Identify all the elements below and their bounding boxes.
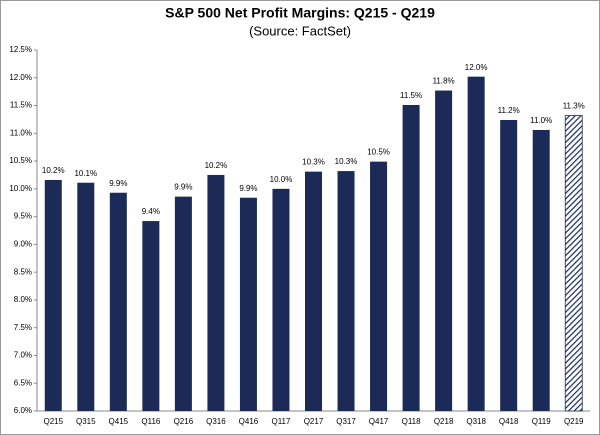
data-label: 11.0% [530,116,552,125]
data-label: 10.2% [42,166,65,175]
x-tick-label: Q119 [532,417,552,426]
y-tick-label: 9.5% [14,212,32,221]
data-label: 11.5% [400,91,422,100]
y-tick-label: 12.5% [9,45,32,54]
data-label: 9.9% [174,183,192,192]
x-tick-label: Q316 [206,417,226,426]
chart-subtitle: (Source: FactSet) [249,23,351,38]
bar [564,115,583,412]
x-tick-label: Q216 [174,417,194,426]
data-label: 10.3% [335,157,358,166]
data-label: 11.3% [563,102,585,111]
bar [467,76,485,412]
x-tick-label: Q317 [336,417,356,426]
y-tick-label: 11.5% [10,101,32,110]
x-tick-label: Q215 [43,417,63,426]
x-tick-label: Q217 [304,417,324,426]
data-label: 10.0% [270,175,293,184]
y-tick-label: 6.5% [14,378,32,387]
x-tick-label: Q117 [271,417,291,426]
chart-title: S&P 500 Net Profit Margins: Q215 - Q219 [165,5,435,21]
y-tick-label: 7.0% [14,351,32,360]
data-label: 10.1% [74,169,97,178]
x-tick-label: Q416 [239,417,259,426]
x-tick-label: Q418 [499,417,519,426]
x-tick-label: Q415 [109,417,129,426]
x-tick-label: Q118 [402,417,422,426]
bar [500,119,518,412]
y-tick-label: 6.0% [14,406,32,415]
x-tick-label: Q219 [564,417,584,426]
data-label: 9.9% [239,184,257,193]
x-tick-label: Q116 [141,417,161,426]
bar [370,161,388,411]
bar [305,171,322,411]
y-tick-label: 8.5% [14,267,32,276]
y-tick-label: 10.5% [9,156,32,165]
data-label: 9.9% [109,179,127,188]
bar [142,221,160,411]
data-label: 10.3% [302,158,325,167]
data-label: 11.8% [433,77,455,86]
x-tick-label: Q315 [76,417,96,426]
data-label: 11.2% [498,106,520,115]
bar [77,182,95,411]
y-tick-label: 7.5% [14,323,32,332]
y-tick-label: 8.0% [14,295,32,304]
bar [337,171,355,411]
bar [532,129,550,411]
data-label: 10.5% [367,148,390,157]
y-tick-label: 11.0% [10,128,32,137]
y-tick-label: 9.0% [14,239,32,248]
x-tick-label: Q318 [466,417,486,426]
bar [402,104,420,411]
data-label: 10.2% [205,161,228,170]
data-label: 9.4% [142,207,160,216]
y-tick-label: 10.0% [9,184,32,193]
bar [435,90,453,411]
bar [174,196,192,411]
data-label: 12.0% [465,63,488,72]
bar [207,174,225,411]
bar [109,192,127,411]
bar [239,197,257,411]
bar [272,188,290,411]
y-tick-label: 12.0% [9,73,32,82]
bar [44,179,62,411]
x-tick-label: Q218 [434,417,454,426]
x-tick-label: Q417 [369,417,389,426]
